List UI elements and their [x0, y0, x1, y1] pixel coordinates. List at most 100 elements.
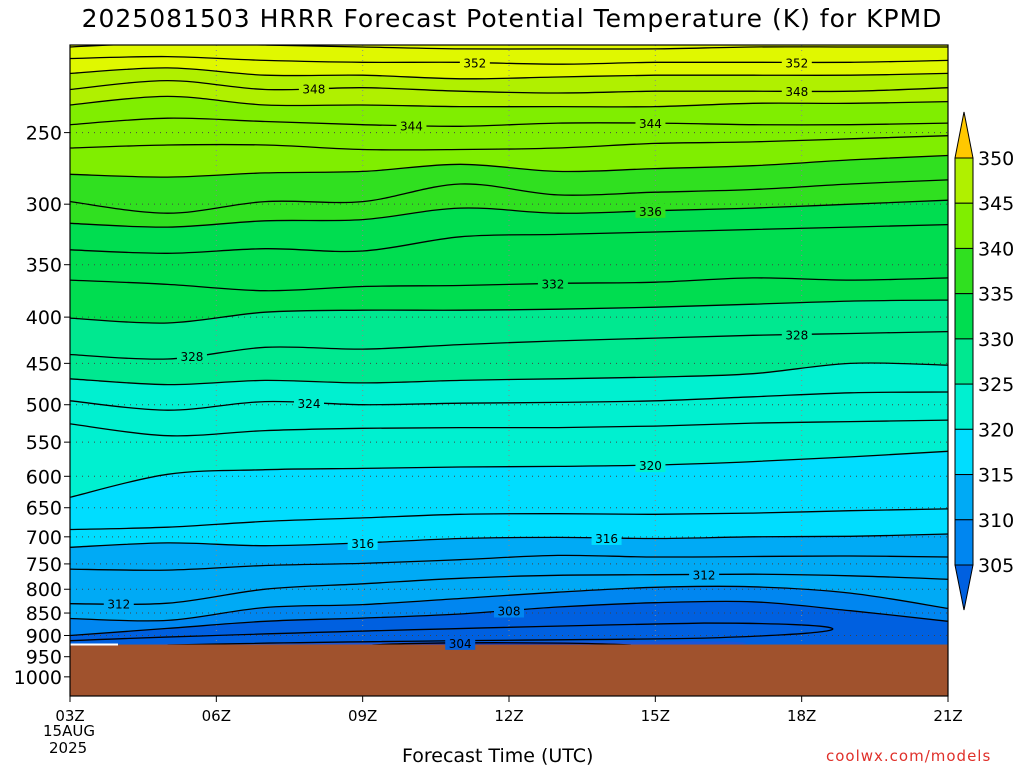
isentrope-336: [70, 199, 948, 228]
contour-label-bg: [591, 530, 622, 545]
colorbar-extend-top: [954, 111, 974, 159]
colorbar-label: 305: [978, 555, 1014, 577]
contour-label-bg: [459, 55, 490, 70]
colorbar-segment: [954, 428, 974, 476]
colorbar-segment: [954, 157, 974, 204]
colorbar-segment: [954, 338, 974, 385]
x-axis-title: Forecast Time (UTC): [402, 745, 594, 767]
contour-label-bg: [781, 55, 812, 70]
contour-label-bg: [635, 203, 666, 218]
ground-surface: [70, 644, 948, 696]
contour-label-bg: [347, 535, 378, 550]
temperature-fill-layer: [70, 45, 948, 696]
contour-label: 312: [693, 568, 716, 582]
contour-label: 336: [639, 205, 662, 219]
isentrope-332: [70, 277, 948, 292]
contour-label-bg: [176, 349, 207, 364]
contour-label-bg: [635, 116, 666, 131]
y-tick-label: 850: [26, 603, 62, 625]
contour-label-bg: [494, 603, 524, 618]
x-start-year-label: 2025: [49, 739, 88, 757]
isentrope-354: [70, 45, 948, 50]
isentrope-304: [372, 642, 631, 646]
x-tick-label: 09Z: [348, 707, 377, 725]
contour-label: 344: [400, 119, 423, 133]
contour-label-bg: [396, 118, 427, 133]
contour-label: 332: [541, 277, 564, 291]
contour-label-bg: [103, 596, 134, 611]
contour-label: 348: [785, 85, 808, 99]
isentrope-306: [70, 622, 834, 646]
contour-label: 348: [302, 83, 325, 97]
x-axis: 03Z 06Z 09Z 12Z 15Z 18Z 21Z: [55, 696, 963, 725]
contour-label: 308: [498, 604, 521, 618]
x-start-day-label: 15AUG: [43, 722, 95, 740]
y-tick-label: 350: [26, 255, 62, 277]
colorbar-segment: [954, 383, 974, 430]
contour-label: 328: [785, 328, 808, 342]
colorbar-label: 335: [978, 284, 1014, 306]
isentrope-350: [70, 67, 948, 80]
contour-label-bg: [294, 395, 325, 410]
contour-label-bg: [781, 327, 812, 342]
y-tick-label: 750: [26, 554, 62, 576]
colorbar-segment: [954, 293, 974, 340]
colorbar-label: 330: [978, 329, 1014, 351]
y-tick-label: 700: [26, 527, 62, 549]
colorbar-label: 350: [978, 148, 1014, 170]
x-tick-label: 06Z: [202, 707, 231, 725]
colorbar-label: 325: [978, 374, 1014, 396]
contour-label: 344: [639, 117, 662, 131]
isentrope-344: [70, 117, 948, 127]
x-tick-label: 18Z: [787, 707, 816, 725]
contour-label-bg: [537, 276, 568, 291]
y-tick-label: 500: [26, 395, 62, 417]
y-tick-label: 900: [26, 625, 62, 647]
y-tick-label: 600: [26, 466, 62, 488]
isentrope-324: [70, 391, 948, 411]
y-tick-label: 250: [26, 123, 62, 145]
isentrope-346: [70, 95, 948, 108]
contour-label: 352: [785, 56, 808, 70]
colorbar-label: 340: [978, 238, 1014, 260]
isentrope-316: [70, 533, 948, 548]
isentrope-322: [70, 419, 948, 437]
chart-title: 2025081503 HRRR Forecast Potential Tempe…: [81, 4, 943, 33]
contour-label-bg: [781, 84, 812, 99]
contour-label: 316: [595, 532, 618, 546]
isentrope-326: [70, 362, 948, 386]
colorbar-label: 315: [978, 465, 1014, 487]
isentrope-334: [70, 223, 948, 254]
fill-band-352: [70, 45, 948, 65]
contour-label-bg: [298, 81, 329, 96]
contour-label: 316: [351, 537, 374, 551]
contour-label: 328: [180, 350, 203, 364]
colorbar-segment: [954, 519, 974, 566]
x-tick-label: 21Z: [933, 707, 962, 725]
isentrope-310: [70, 585, 948, 622]
x-tick-label: 03Z: [55, 707, 84, 725]
y-tick-label: 1000: [14, 667, 62, 689]
colorbar-label: 345: [978, 193, 1014, 215]
isentrope-314: [70, 554, 948, 571]
contour-label: 324: [298, 397, 321, 411]
isentrope-340: [70, 154, 948, 178]
y-tick-label: 950: [26, 647, 62, 669]
colorbar-segment: [954, 474, 974, 521]
x-tick-label: 15Z: [641, 707, 670, 725]
fill-band-354: [70, 45, 948, 50]
contour-label-bg: [445, 635, 476, 650]
contour-label-layer: 352 352 348 348 344 344 336 332 328 328 324 320 316 3…: [103, 55, 812, 651]
isentrope-338: [70, 179, 948, 214]
terrain-layer: [70, 643, 948, 696]
colorbar-label: 310: [978, 510, 1014, 532]
colorbar-extend-bottom: [954, 564, 974, 611]
x-tick-label: 12Z: [494, 707, 523, 725]
contour-label: 352: [463, 57, 486, 71]
contour-label: 312: [107, 597, 130, 611]
isentrope-318: [70, 508, 948, 531]
contour-label: 320: [639, 459, 662, 473]
y-tick-label: 800: [26, 579, 62, 601]
y-tick-label: 300: [26, 194, 62, 216]
